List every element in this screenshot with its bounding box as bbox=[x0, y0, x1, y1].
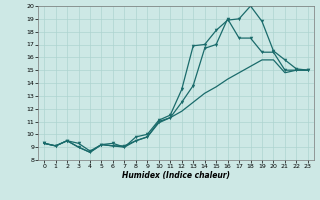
X-axis label: Humidex (Indice chaleur): Humidex (Indice chaleur) bbox=[122, 171, 230, 180]
